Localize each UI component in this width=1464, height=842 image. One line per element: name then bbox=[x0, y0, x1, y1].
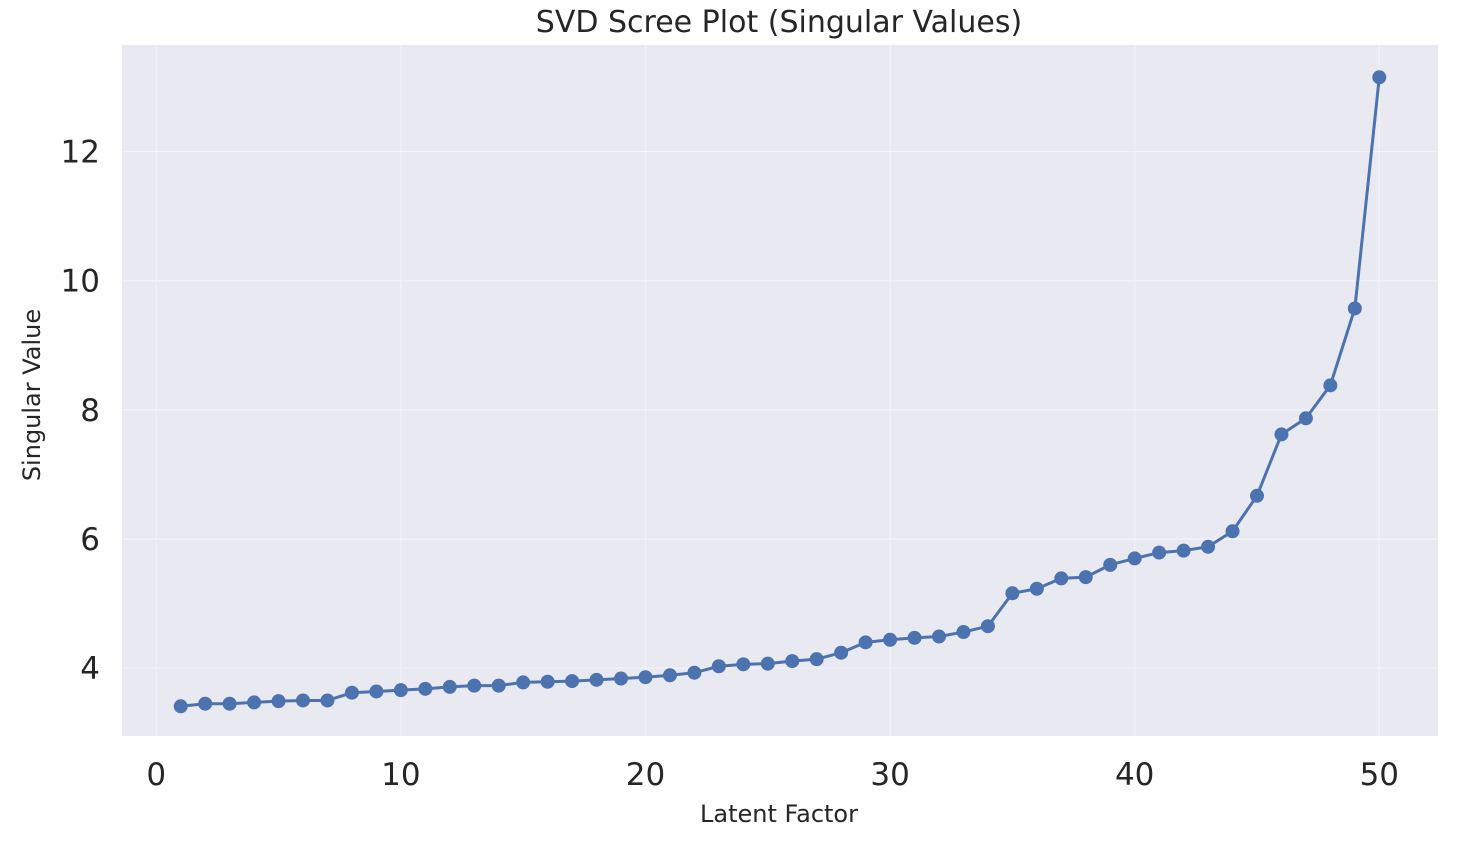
x-tick-label: 40 bbox=[1115, 757, 1154, 793]
data-point bbox=[1225, 524, 1240, 539]
data-point bbox=[638, 670, 653, 685]
data-point bbox=[296, 693, 311, 708]
data-point bbox=[442, 679, 457, 694]
data-point bbox=[491, 678, 506, 693]
x-tick-label: 30 bbox=[870, 757, 909, 793]
data-point bbox=[393, 683, 408, 698]
data-point bbox=[760, 656, 775, 671]
data-point bbox=[320, 693, 335, 708]
y-tick-labels: 4 6 8 10 12 bbox=[61, 135, 100, 688]
data-point bbox=[271, 694, 286, 709]
data-point bbox=[858, 635, 873, 650]
y-tick-label: 6 bbox=[80, 522, 100, 558]
data-point bbox=[834, 645, 849, 660]
data-point bbox=[711, 659, 726, 674]
x-tick-labels: 0 10 20 30 40 50 bbox=[146, 757, 1399, 793]
data-point bbox=[1347, 301, 1362, 316]
data-point bbox=[1249, 488, 1264, 503]
data-point bbox=[1078, 570, 1093, 585]
x-tick-label: 20 bbox=[626, 757, 665, 793]
data-point bbox=[614, 671, 629, 686]
data-point bbox=[173, 699, 188, 714]
data-point bbox=[785, 654, 800, 669]
data-point bbox=[687, 665, 702, 680]
data-point bbox=[662, 668, 677, 683]
x-axis-label: Latent Factor bbox=[700, 800, 858, 828]
x-tick-label: 0 bbox=[146, 757, 166, 793]
x-tick-label: 50 bbox=[1360, 757, 1399, 793]
data-point bbox=[467, 678, 482, 693]
data-point bbox=[369, 684, 384, 699]
data-point bbox=[1029, 581, 1044, 596]
data-point bbox=[222, 696, 237, 711]
data-point bbox=[1127, 551, 1142, 566]
data-point bbox=[1103, 557, 1118, 572]
data-point bbox=[565, 674, 580, 689]
data-point bbox=[247, 695, 262, 710]
data-point bbox=[344, 685, 359, 700]
data-point bbox=[198, 696, 213, 711]
plot-area bbox=[122, 45, 1438, 736]
y-tick-label: 4 bbox=[80, 651, 100, 687]
y-tick-label: 10 bbox=[61, 264, 100, 300]
data-point bbox=[1372, 70, 1387, 85]
series-layer bbox=[173, 70, 1387, 714]
data-point bbox=[1298, 411, 1313, 426]
y-tick-label: 8 bbox=[80, 393, 100, 429]
y-tick-label: 12 bbox=[61, 135, 100, 171]
x-tick-label: 10 bbox=[381, 757, 420, 793]
data-point bbox=[1054, 571, 1069, 586]
data-point bbox=[418, 681, 433, 696]
data-point bbox=[1152, 545, 1167, 560]
data-point bbox=[1005, 586, 1020, 601]
chart-title: SVD Scree Plot (Singular Values) bbox=[536, 5, 1022, 40]
data-point bbox=[907, 630, 922, 645]
data-point bbox=[956, 625, 971, 640]
data-point bbox=[1176, 543, 1191, 558]
data-point bbox=[809, 652, 824, 667]
gridlines bbox=[122, 45, 1438, 736]
data-point bbox=[736, 657, 751, 672]
data-point bbox=[540, 674, 555, 689]
data-point bbox=[1201, 539, 1216, 554]
data-point bbox=[1323, 378, 1338, 393]
data-point bbox=[931, 629, 946, 644]
data-point bbox=[516, 675, 531, 690]
data-point bbox=[980, 619, 995, 634]
data-point bbox=[1274, 427, 1289, 442]
y-axis-label: Singular Value bbox=[18, 309, 46, 481]
data-point bbox=[883, 632, 898, 647]
data-point bbox=[589, 672, 604, 687]
